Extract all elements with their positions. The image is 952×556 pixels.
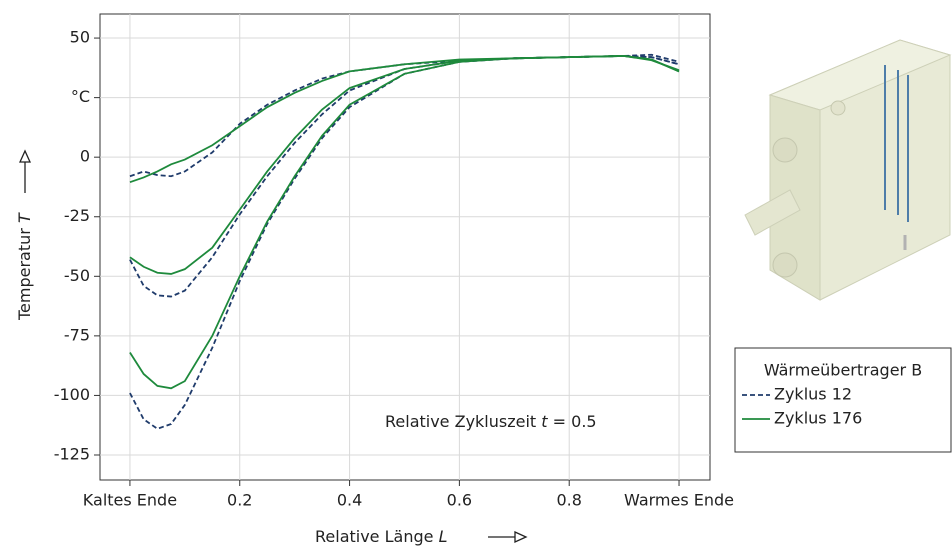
series-line bbox=[129, 55, 680, 298]
y-axis-variable: T bbox=[15, 212, 34, 223]
y-tick-label: -75 bbox=[64, 325, 90, 344]
annotation-variable: t bbox=[541, 412, 548, 431]
y-tick-label: -25 bbox=[64, 206, 90, 225]
x-axis-label: Relative Länge L bbox=[315, 527, 447, 546]
x-axis-variable: L bbox=[439, 527, 448, 546]
lines bbox=[129, 53, 680, 430]
x-tick-label: 0.4 bbox=[337, 491, 362, 510]
y-tick-label: 50 bbox=[70, 28, 90, 47]
y-tick-label: -50 bbox=[64, 266, 90, 285]
series-line bbox=[129, 55, 680, 184]
grid bbox=[94, 14, 710, 486]
legend-label: Zyklus 12 bbox=[774, 385, 852, 404]
y-tick-label: °C bbox=[71, 87, 90, 106]
legend-box bbox=[734, 347, 952, 453]
device-illustration bbox=[744, 39, 952, 301]
plot-frame bbox=[99, 13, 711, 481]
annotation: Relative Zykluszeit t = 0.5 bbox=[385, 412, 597, 431]
x-tick-label: 0.6 bbox=[447, 491, 472, 510]
x-tick-label: 0.2 bbox=[227, 491, 252, 510]
series-line bbox=[129, 55, 680, 390]
y-axis-label-text: Temperatur bbox=[15, 228, 34, 321]
legend-label: Zyklus 176 bbox=[774, 409, 862, 428]
annotation-value: = 0.5 bbox=[553, 412, 597, 431]
x-tick-label: 0.8 bbox=[556, 491, 581, 510]
series-line bbox=[129, 55, 680, 275]
x-axis-label-text: Relative Länge bbox=[315, 527, 433, 546]
series-line bbox=[129, 55, 680, 430]
legend-title: Wärmeübertrager B bbox=[764, 361, 922, 380]
x-tick-label: Kaltes Ende bbox=[83, 491, 177, 510]
x-arrow bbox=[488, 530, 528, 544]
y-tick-label: -125 bbox=[54, 444, 90, 463]
legend: Wärmeübertrager B Zyklus 12 Zyklus 176 bbox=[734, 347, 952, 453]
annotation-text: Relative Zykluszeit bbox=[385, 412, 536, 431]
y-axis-label: Temperatur T bbox=[15, 212, 34, 321]
x-tick-label: Warmes Ende bbox=[624, 491, 734, 510]
y-tick-label: 0 bbox=[80, 147, 90, 166]
y-tick-label: -100 bbox=[54, 385, 90, 404]
y-axis-label-group: Temperatur T bbox=[15, 149, 34, 321]
